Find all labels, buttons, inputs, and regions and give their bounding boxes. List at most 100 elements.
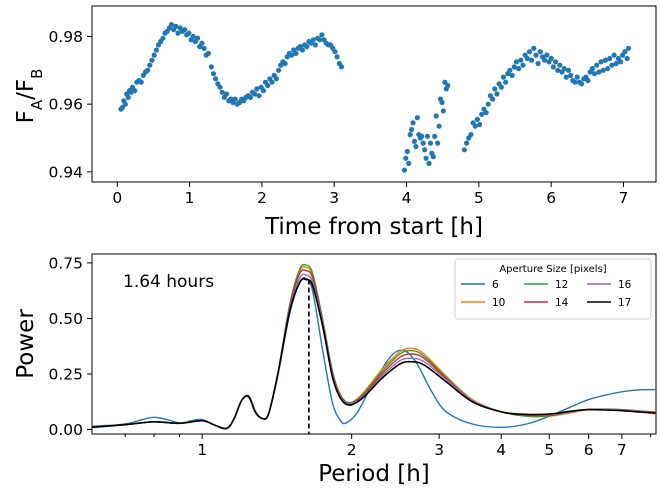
x-tick-label: 4 <box>496 441 506 459</box>
data-point <box>585 77 591 84</box>
data-point <box>153 47 159 53</box>
data-point <box>555 67 561 73</box>
data-point <box>199 40 205 46</box>
data-point <box>509 72 515 78</box>
data-point <box>468 132 474 138</box>
data-point <box>507 67 513 73</box>
data-point <box>494 91 500 97</box>
data-point <box>472 123 478 129</box>
y-tick-label: 0.75 <box>48 254 83 272</box>
y-label-f2: F <box>13 79 39 92</box>
data-point <box>589 66 596 72</box>
x-tick-label: 5 <box>474 189 484 207</box>
legend-box <box>454 258 652 320</box>
data-point <box>252 91 258 97</box>
data-point <box>548 55 554 62</box>
data-point <box>132 88 138 94</box>
data-point <box>433 113 439 119</box>
data-point <box>531 45 537 51</box>
data-point <box>568 72 574 78</box>
data-point <box>600 67 606 73</box>
data-point <box>624 55 630 62</box>
data-point <box>312 42 318 48</box>
data-point <box>273 76 279 82</box>
data-point <box>461 147 467 153</box>
data-point <box>594 62 600 68</box>
legend-entry-16: 16 <box>587 279 632 291</box>
data-point <box>542 57 548 63</box>
data-point <box>565 67 572 73</box>
legend-entry-14: 14 <box>524 297 569 309</box>
data-point <box>503 79 509 85</box>
bottom-y-axis-label: Power <box>13 309 39 379</box>
y-tick-label: 0.98 <box>48 28 83 46</box>
data-point <box>205 50 211 57</box>
data-point <box>414 115 420 121</box>
data-point <box>160 35 166 41</box>
data-point <box>410 120 416 126</box>
y-label-slash: / <box>13 92 39 100</box>
legend-label: 6 <box>492 279 499 291</box>
data-point <box>256 93 262 99</box>
data-point <box>609 62 615 68</box>
data-point <box>578 81 585 87</box>
data-point <box>401 167 407 173</box>
data-point <box>524 55 530 62</box>
legend-entry-6: 6 <box>461 279 499 291</box>
y-tick-label: 0.50 <box>48 310 83 328</box>
data-point <box>260 88 266 94</box>
top-plot-frame <box>91 5 657 183</box>
data-point <box>464 140 470 146</box>
data-point <box>561 66 567 72</box>
data-point <box>520 62 526 68</box>
data-point <box>122 101 128 107</box>
legend-entries: 6 10 12 14 16 17 <box>461 279 632 309</box>
data-point <box>474 116 480 122</box>
data-point <box>208 64 214 70</box>
data-point <box>145 67 151 73</box>
data-point <box>182 27 188 33</box>
data-point <box>420 140 426 146</box>
data-point <box>138 79 144 85</box>
data-point <box>513 59 520 65</box>
data-point <box>574 74 580 80</box>
data-point <box>186 30 192 36</box>
data-point <box>591 71 598 77</box>
data-point <box>168 22 175 28</box>
x-tick-label: 1 <box>185 189 195 207</box>
data-point <box>201 45 207 51</box>
legend-title: Aperture Size [pixels] <box>499 264 606 275</box>
data-point <box>151 52 157 58</box>
data-point <box>490 96 496 102</box>
data-point <box>409 126 415 133</box>
y-label-f1: F <box>13 110 39 123</box>
data-point <box>247 94 253 100</box>
data-point <box>440 108 446 114</box>
x-tick-label: 3 <box>434 441 444 459</box>
bottom-y-axis-ticks: 0.00 0.25 0.50 0.75 <box>48 254 92 439</box>
legend-label: 12 <box>555 279 568 291</box>
data-point <box>535 60 541 67</box>
x-tick-label: 0 <box>112 189 122 207</box>
y-tick-label: 0.00 <box>48 421 83 439</box>
data-point <box>516 66 522 72</box>
data-point <box>195 35 201 41</box>
data-point <box>445 82 451 89</box>
data-point <box>430 154 436 160</box>
data-point <box>338 64 345 70</box>
top-y-axis-label: FA/FB <box>13 69 46 124</box>
x-tick-label: 7 <box>619 189 629 207</box>
legend-entry-10: 10 <box>461 297 505 309</box>
data-point <box>269 79 275 85</box>
x-tick-label: 4 <box>402 189 412 207</box>
y-tick-label: 0.25 <box>48 366 83 384</box>
data-point <box>427 140 433 146</box>
data-point <box>485 101 491 107</box>
data-point <box>618 59 624 65</box>
bottom-x-axis-ticks: 1 2 3 4 5 6 7 <box>124 434 652 459</box>
data-point <box>498 84 504 90</box>
data-point <box>557 62 563 68</box>
data-point <box>607 55 613 62</box>
data-point <box>572 79 578 85</box>
data-point <box>602 57 609 63</box>
